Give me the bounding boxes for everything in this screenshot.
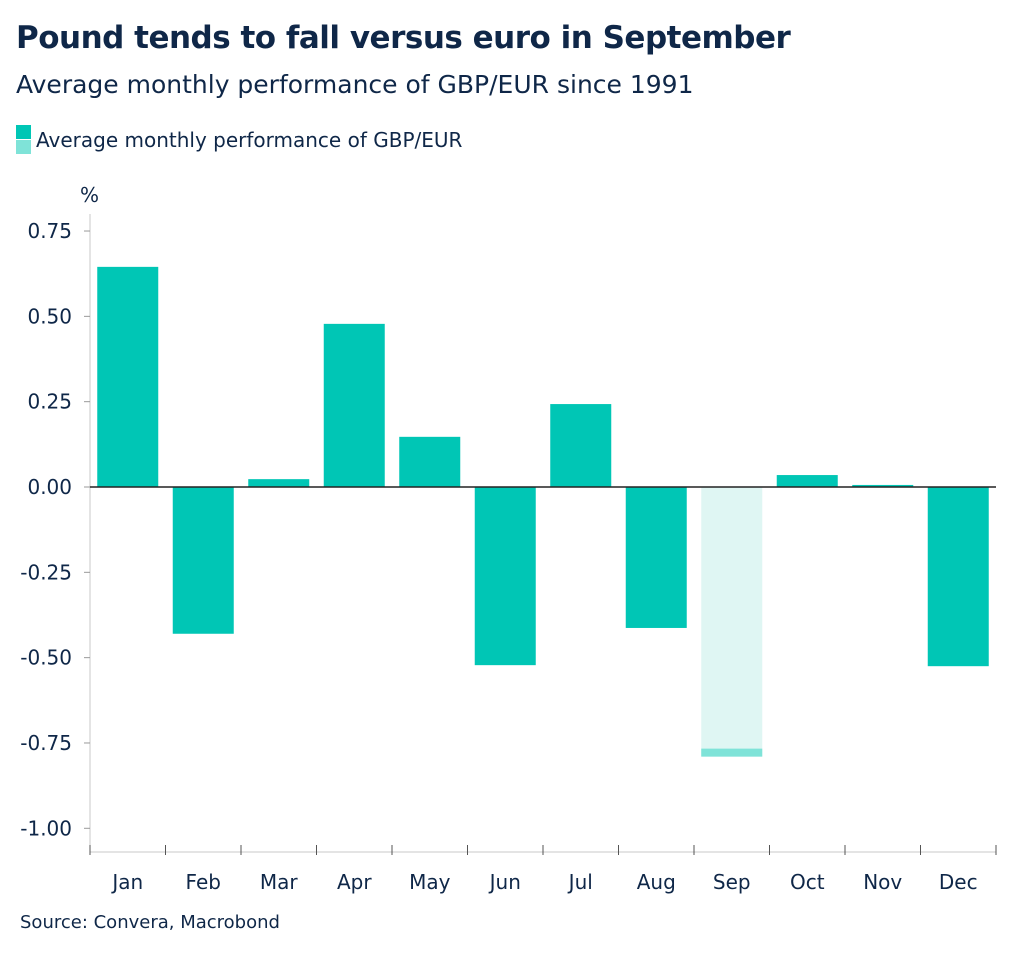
bar-jul xyxy=(550,404,612,487)
chart-subtitle: Average monthly performance of GBP/EUR s… xyxy=(16,70,694,99)
y-axis-label: % xyxy=(80,183,99,207)
x-tick-label: Jul xyxy=(567,870,593,894)
y-tick-label: -1.00 xyxy=(20,816,72,840)
bar-oct xyxy=(776,475,838,487)
y-tick-label: 0.50 xyxy=(27,304,72,328)
source-note: Source: Convera, Macrobond xyxy=(20,912,280,933)
legend-swatch-highlight xyxy=(16,140,31,154)
bar-dec xyxy=(927,487,989,667)
bar-jun xyxy=(474,487,536,666)
x-tick-label: Nov xyxy=(863,870,902,894)
x-tick-label: Jun xyxy=(488,870,521,894)
bar-may xyxy=(399,436,461,487)
x-tick-label: Feb xyxy=(186,870,221,894)
bar-jan xyxy=(97,266,159,487)
y-tick-label: -0.25 xyxy=(20,560,72,584)
bar-sep-marker xyxy=(701,748,763,757)
legend-swatches xyxy=(16,124,31,155)
x-tick-label: Mar xyxy=(260,870,299,894)
legend-label: Average monthly performance of GBP/EUR xyxy=(36,127,463,152)
x-tick-label: Dec xyxy=(939,870,978,894)
bar-feb xyxy=(172,487,234,634)
x-tick-label: Aug xyxy=(637,870,676,894)
y-tick-label: 0.00 xyxy=(27,475,72,499)
bar-mar xyxy=(248,479,310,487)
x-tick-label: May xyxy=(409,870,451,894)
bar-sep-highlight xyxy=(701,487,763,757)
bar-apr xyxy=(323,323,385,487)
bar-nov xyxy=(852,484,914,487)
bar-aug xyxy=(625,487,687,628)
y-tick-label: 0.75 xyxy=(27,219,72,243)
y-tick-label: -0.75 xyxy=(20,731,72,755)
chart-title: Pound tends to fall versus euro in Septe… xyxy=(16,20,791,56)
x-tick-label: Oct xyxy=(790,870,825,894)
legend: Average monthly performance of GBP/EUR xyxy=(16,124,462,155)
x-tick-label: Apr xyxy=(337,870,372,894)
legend-swatch xyxy=(16,125,31,139)
x-tick-label: Sep xyxy=(713,870,751,894)
y-tick-label: 0.25 xyxy=(27,390,72,414)
x-tick-label: Jan xyxy=(110,870,143,894)
y-tick-label: -0.50 xyxy=(20,646,72,670)
